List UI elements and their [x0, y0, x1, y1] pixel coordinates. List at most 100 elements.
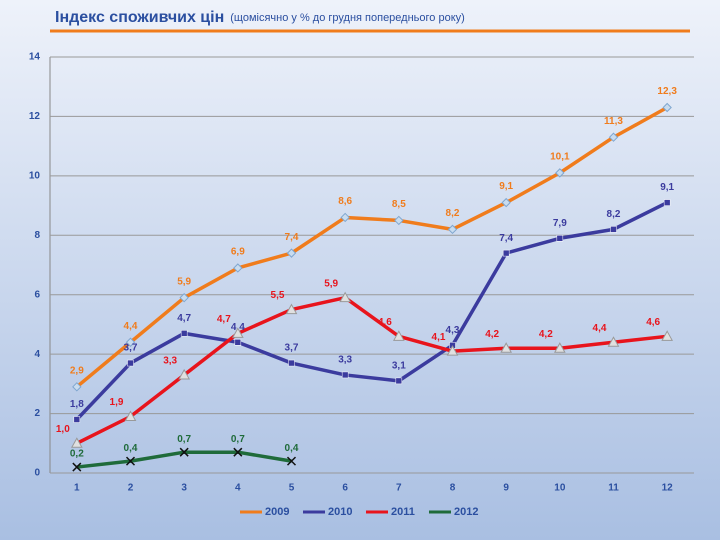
marker [233, 447, 243, 457]
marker [233, 263, 243, 273]
data-label: 3,7 [124, 343, 138, 354]
marker [395, 377, 403, 385]
x-tick-label: 6 [342, 483, 348, 494]
marker [288, 359, 295, 367]
data-label: 8,5 [392, 199, 406, 210]
marker [73, 416, 81, 423]
data-label: 4,2 [485, 329, 499, 340]
marker [341, 371, 349, 379]
data-label: 3,1 [392, 361, 406, 372]
marker [663, 199, 671, 206]
legend-label: 2011 [391, 506, 415, 518]
data-label: 7,4 [285, 232, 299, 243]
marker [553, 342, 566, 353]
marker [286, 456, 297, 466]
marker [392, 330, 405, 341]
x-tick-label: 1 [74, 483, 80, 494]
x-tick-label: 5 [289, 483, 295, 494]
marker [340, 212, 350, 223]
data-label: 4,6 [646, 317, 660, 328]
x-tick-label: 10 [554, 483, 566, 494]
x-tick-label: 8 [450, 483, 456, 494]
marker [500, 342, 513, 353]
data-label: 3,3 [163, 356, 177, 367]
x-tick-label: 11 [608, 483, 619, 494]
data-label: 4,3 [446, 325, 460, 336]
data-label: 4,1 [432, 332, 446, 343]
data-label: 12,3 [657, 86, 677, 97]
data-label: 0,4 [124, 443, 138, 454]
data-label: 10,1 [550, 152, 570, 163]
marker [70, 437, 83, 448]
marker [447, 224, 458, 235]
marker [502, 249, 510, 257]
title: Індекс споживчих цін [55, 9, 224, 26]
data-label: 4,4 [124, 321, 138, 332]
marker [446, 345, 459, 356]
y-tick-label: 14 [29, 52, 41, 63]
data-label: 8,2 [607, 209, 621, 220]
x-tick-label: 12 [662, 483, 674, 494]
data-label: 4,2 [539, 329, 553, 340]
data-label: 1,9 [110, 397, 124, 408]
legend-label: 2009 [265, 506, 289, 518]
marker [501, 197, 511, 208]
subtitle: (щомісячно у % до грудня попереднього ро… [230, 12, 465, 24]
marker [285, 303, 298, 315]
data-label: 5,9 [177, 276, 191, 287]
data-label: 4,4 [593, 323, 607, 334]
y-tick-label: 0 [34, 468, 40, 479]
marker [72, 382, 82, 392]
marker [394, 215, 404, 226]
y-tick-label: 8 [34, 230, 40, 241]
marker [127, 359, 134, 367]
data-label: 4,7 [177, 313, 191, 324]
marker [607, 336, 620, 347]
chart-title: Індекс споживчих цін (щомісячно у % до гр… [55, 9, 465, 26]
marker [124, 410, 137, 422]
marker [555, 168, 565, 178]
series-line [76, 295, 668, 445]
marker [179, 292, 189, 303]
data-label: 3,3 [338, 355, 352, 366]
y-tick-label: 12 [29, 111, 41, 122]
x-tick-label: 2 [128, 483, 134, 494]
x-tick-label: 9 [503, 483, 509, 494]
data-label: 7,4 [499, 233, 513, 244]
marker [286, 248, 297, 258]
data-label: 1,8 [70, 399, 84, 410]
data-label: 0,7 [177, 434, 191, 445]
marker [125, 456, 136, 466]
x-tick-label: 4 [235, 483, 241, 494]
y-tick-label: 10 [29, 170, 41, 181]
data-label: 3,7 [285, 343, 299, 354]
marker [179, 447, 189, 457]
y-tick-label: 6 [34, 289, 40, 300]
marker [72, 462, 82, 472]
data-label: 2,9 [70, 365, 84, 376]
marker [178, 368, 191, 380]
marker [662, 102, 672, 113]
data-label: 0,2 [70, 449, 84, 460]
x-tick-label: 3 [181, 483, 187, 494]
data-label: 7,9 [553, 218, 567, 229]
data-label: 9,1 [660, 182, 674, 193]
series-line [75, 105, 669, 389]
series-line [75, 201, 668, 421]
y-tick-label: 2 [34, 408, 40, 419]
marker [661, 330, 674, 341]
data-label: 11,3 [604, 116, 623, 127]
marker [125, 337, 136, 347]
data-label: 6,9 [231, 247, 245, 258]
data-label: 5,9 [324, 278, 338, 289]
marker [608, 132, 619, 142]
data-label: 8,6 [338, 196, 352, 207]
marker [339, 291, 352, 303]
data-label: 8,2 [446, 208, 460, 219]
marker [180, 330, 188, 337]
data-label: 9,1 [499, 181, 513, 192]
data-label: 1,0 [56, 424, 70, 435]
data-label: 0,7 [231, 434, 245, 445]
